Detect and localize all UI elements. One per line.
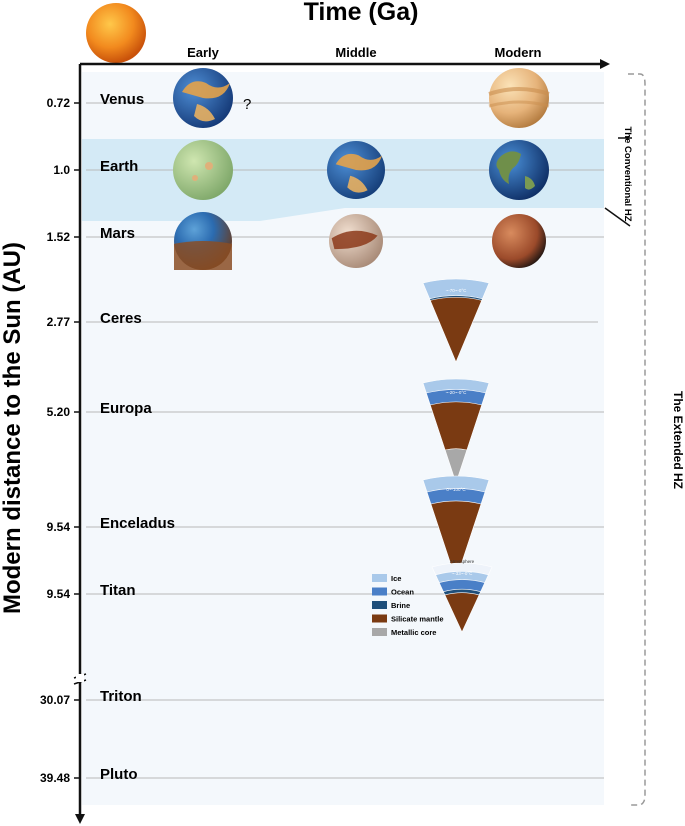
body-name-pluto: Pluto — [100, 766, 138, 783]
europa-temp-label: ~-20~-0°C — [446, 390, 468, 395]
distance-label-earth: 1.0 — [53, 163, 70, 177]
distance-label-triton: 30.07 — [40, 693, 70, 707]
body-name-europa: Europa — [100, 400, 152, 417]
titan-atmosphere-label: Atmosphere — [450, 559, 475, 564]
body-name-earth: Earth — [100, 158, 138, 175]
venus-question-mark: ? — [243, 96, 251, 113]
distance-label-mars: 1.52 — [47, 230, 71, 244]
body-name-titan: Titan — [100, 582, 136, 599]
ceres-temp-label: ~-70~-0°C — [446, 288, 468, 293]
ceres-interior-section: ~-70~-0°C — [422, 278, 490, 363]
distance-label-venus: 0.72 — [47, 96, 71, 110]
legend-label-0: Ice — [391, 574, 401, 583]
europa-interior-section: ~-20~-0°C — [422, 378, 490, 484]
distance-label-europa: 5.20 — [47, 405, 71, 419]
column-header-modern: Modern — [495, 45, 542, 60]
legend-label-2: Brine — [391, 601, 410, 610]
distance-label-ceres: 2.77 — [47, 315, 71, 329]
distance-axis-arrow — [75, 814, 85, 824]
distance-label-titan: 9.54 — [47, 587, 71, 601]
interior-sections: ~-70~-0°C ~-20~-0°C 0~-100°C ~-33~-0°C Atmos… — [422, 278, 493, 633]
distance-label-pluto: 39.48 — [40, 771, 70, 785]
body-name-enceladus: Enceladus — [100, 515, 175, 532]
body-name-ceres: Ceres — [100, 310, 142, 327]
legend-swatch-3 — [372, 614, 387, 623]
earth-middle-icon — [327, 141, 385, 199]
venus-early-icon — [173, 68, 233, 128]
column-header-early: Early — [187, 45, 220, 60]
distance-label-enceladus: 9.54 — [47, 520, 71, 534]
column-header-middle: Middle — [335, 45, 376, 60]
legend-swatch-4 — [372, 628, 387, 636]
titan-interior-section: ~-33~-0°C Atmosphere — [431, 559, 493, 633]
extended-zone-bracket — [628, 73, 646, 806]
legend-label-1: Ocean — [391, 588, 414, 597]
legend-swatch-0 — [372, 574, 387, 582]
time-axis-arrow — [600, 59, 610, 69]
legend-swatch-2 — [372, 601, 387, 609]
interior-legend: Ice Ocean Brine Silicate mantle Metallic cor… — [372, 574, 444, 637]
body-rows: 0.72 Venus 1.0 Earth 1.52 Mars 2.77 Ceres 5.20 Eu… — [40, 68, 604, 785]
mars-middle-icon — [329, 214, 383, 268]
earth-modern-icon — [489, 140, 549, 200]
enceladus-temp-label: 0~-100°C — [446, 487, 466, 492]
extended-zone-label: The Extended HZ — [671, 391, 685, 489]
legend-label-3: Silicate mantle — [391, 615, 444, 624]
body-name-venus: Venus — [100, 91, 144, 108]
conventional-zone-label: The Conventional HZ — [622, 127, 633, 222]
legend-swatch-1 — [372, 587, 387, 596]
axis-break-gap — [76, 674, 84, 682]
enceladus-interior-section: 0~-100°C — [422, 475, 490, 581]
mars-modern-icon — [492, 214, 546, 268]
conventional-zone-ticks — [604, 137, 632, 227]
y-axis-title: Modern distance to the Sun (AU) — [0, 242, 26, 614]
venus-modern-icon — [488, 68, 550, 128]
legend-label-4: Metallic core — [391, 628, 436, 637]
body-name-triton: Triton — [100, 688, 142, 705]
body-name-mars: Mars — [100, 225, 135, 242]
sun-icon — [86, 3, 146, 63]
titan-temp-label: ~-33~-0°C — [452, 571, 474, 576]
mars-early-icon — [174, 212, 232, 270]
chart-title: Time (Ga) — [304, 0, 419, 26]
earth-early-icon — [173, 140, 233, 200]
